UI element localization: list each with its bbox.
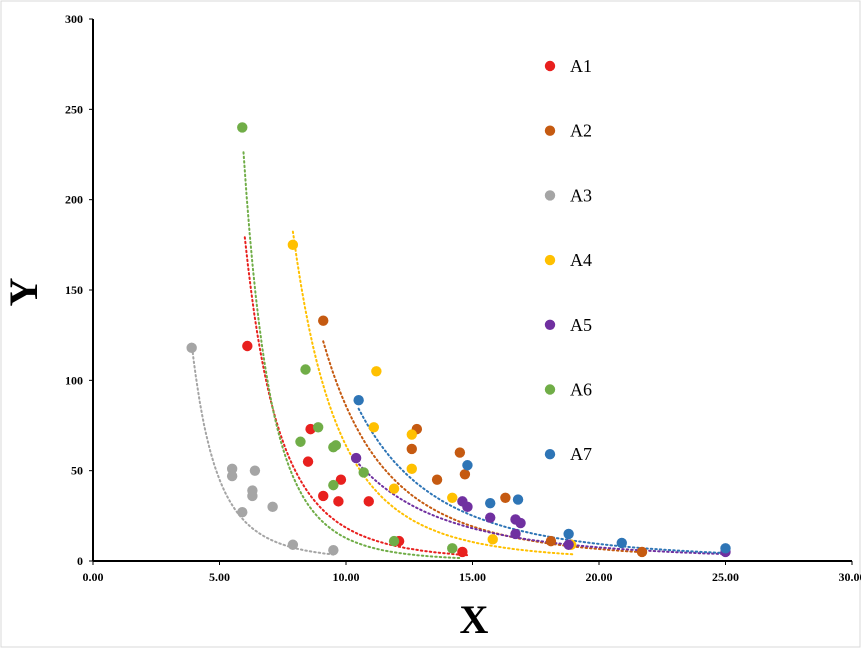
point-a6 — [295, 436, 306, 447]
point-a7 — [485, 497, 496, 509]
point-a1 — [318, 490, 329, 502]
legend-marker-a1 — [544, 60, 556, 72]
legend-marker-a3 — [544, 190, 556, 201]
legend-label-a5: A5 — [570, 315, 592, 335]
point-a3 — [287, 539, 299, 550]
y-tick-label: 0 — [77, 554, 83, 568]
point-a7 — [462, 460, 473, 471]
point-a4 — [287, 239, 299, 251]
point-a2 — [318, 315, 329, 326]
legend-label-a6: A6 — [570, 380, 592, 400]
point-a4 — [368, 422, 380, 433]
x-tick-label: 5.00 — [209, 570, 230, 584]
y-tick-label: 150 — [65, 283, 83, 297]
point-a1 — [363, 496, 374, 507]
point-a3 — [226, 463, 238, 475]
trendline-a6 — [242, 151, 461, 560]
trendline-a1 — [243, 236, 469, 557]
point-a5 — [510, 528, 521, 540]
point-a1 — [335, 474, 347, 485]
point-a3 — [249, 465, 261, 476]
point-a6 — [447, 543, 458, 554]
y-tick-label: 50 — [71, 464, 83, 478]
point-a6 — [328, 479, 339, 491]
point-a6 — [388, 535, 400, 547]
y-tick-label: 250 — [65, 102, 83, 116]
point-a5 — [485, 512, 496, 523]
data-points — [186, 122, 731, 558]
point-a3 — [226, 470, 238, 482]
point-a6 — [312, 422, 324, 433]
point-a3 — [247, 490, 258, 502]
legend: A1 A2 A3 A4 A5 A6 A7 — [544, 56, 592, 464]
point-a4 — [447, 492, 458, 503]
trendline-a2 — [322, 340, 646, 554]
point-a7 — [720, 543, 731, 554]
point-a1 — [302, 456, 314, 467]
legend-label-a3: A3 — [570, 185, 592, 205]
x-tick-label: 10.00 — [333, 570, 360, 584]
point-a4 — [388, 483, 400, 494]
legend-marker-a6 — [544, 384, 556, 395]
point-a1 — [242, 340, 253, 352]
point-a6 — [237, 122, 248, 133]
tick-labels: 0.00 5.00 10.00 15.00 20.00 25.00 30.00 0 50 100 1… — [65, 12, 861, 584]
point-a4 — [371, 366, 382, 377]
x-tick-label: 20.00 — [586, 570, 613, 584]
point-a7 — [353, 395, 364, 406]
legend-label-a7: A7 — [570, 444, 592, 464]
point-a5 — [515, 517, 526, 529]
point-a3 — [237, 507, 248, 518]
point-a2 — [431, 474, 443, 485]
point-a2 — [406, 443, 417, 455]
y-tick-label: 300 — [65, 12, 83, 26]
point-a4 — [487, 534, 498, 545]
point-a6 — [330, 440, 342, 451]
point-a2 — [545, 535, 557, 547]
point-a7 — [512, 494, 524, 505]
trendlines — [190, 151, 727, 560]
point-a2 — [454, 447, 466, 458]
point-a7 — [563, 528, 574, 540]
legend-label-a2: A2 — [570, 121, 592, 141]
x-tick-label: 0.00 — [83, 570, 104, 584]
point-a4 — [406, 463, 417, 475]
point-a2 — [459, 469, 471, 480]
trendline-a7 — [357, 407, 727, 554]
legend-marker-a2 — [544, 125, 556, 136]
point-a5 — [462, 501, 473, 512]
legend-label-a1: A1 — [570, 56, 592, 76]
legend-label-a4: A4 — [570, 250, 592, 270]
y-tick-label: 200 — [65, 193, 83, 207]
point-a1 — [333, 496, 344, 507]
y-tick-label: 100 — [65, 373, 83, 387]
point-a1 — [457, 546, 468, 558]
legend-marker-a4 — [544, 254, 556, 266]
y-axis-title: Y — [1, 277, 46, 306]
point-a4 — [406, 429, 417, 440]
x-axis-title: X — [460, 597, 489, 642]
point-a6 — [358, 467, 369, 478]
point-a6 — [300, 364, 311, 375]
legend-marker-a7 — [544, 449, 556, 460]
trendline-a4 — [291, 230, 575, 556]
point-a5 — [563, 539, 574, 550]
trendline-a5 — [355, 460, 727, 556]
point-a5 — [350, 452, 362, 464]
point-a2 — [500, 492, 511, 503]
x-tick-label: 15.00 — [459, 570, 486, 584]
point-a7 — [616, 537, 627, 549]
point-a3 — [186, 342, 197, 354]
point-a2 — [636, 546, 648, 558]
point-a3 — [328, 544, 339, 556]
legend-marker-a5 — [544, 319, 556, 330]
trendline-a3 — [190, 342, 337, 556]
point-a3 — [267, 501, 278, 512]
x-tick-label: 30.00 — [839, 570, 861, 584]
x-tick-label: 25.00 — [712, 570, 739, 584]
